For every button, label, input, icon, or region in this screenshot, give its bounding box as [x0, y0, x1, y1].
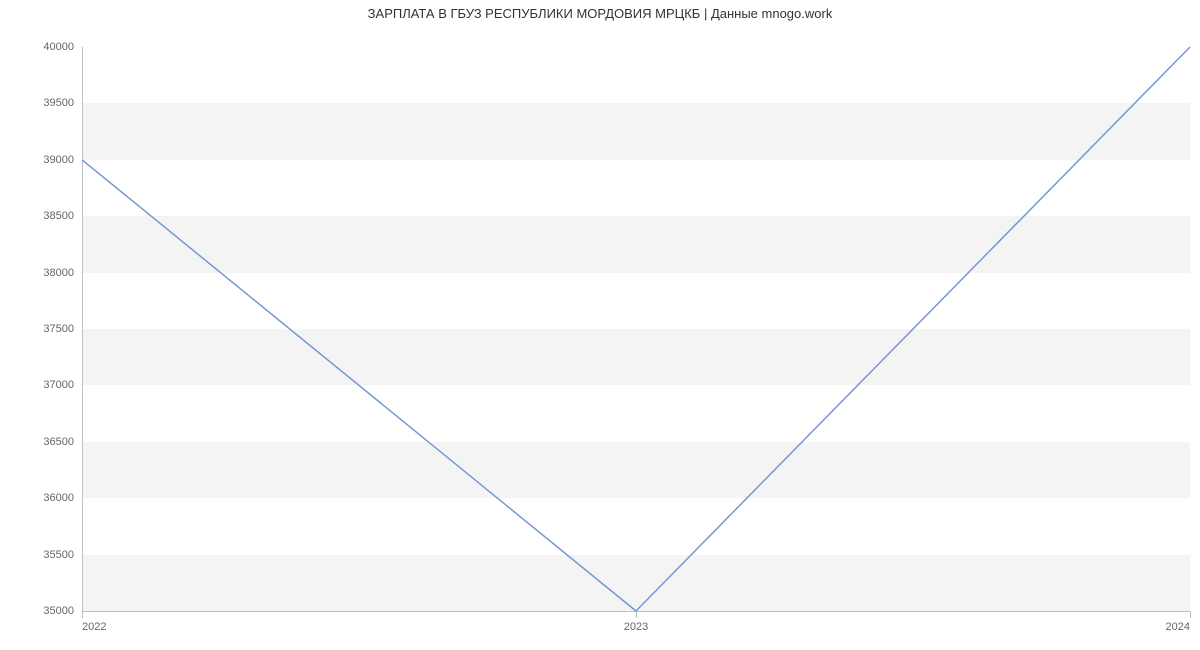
y-tick-label: 39000: [0, 154, 74, 166]
x-tick-label: 2023: [606, 621, 666, 633]
x-tick-mark: [82, 611, 83, 618]
y-tick-label: 35000: [0, 605, 74, 617]
x-tick-label: 2024: [1166, 621, 1190, 633]
y-tick-label: 37000: [0, 379, 74, 391]
x-tick-mark: [1190, 611, 1191, 618]
x-tick-mark: [636, 611, 637, 618]
y-tick-label: 35500: [0, 549, 74, 561]
series-line-salary: [82, 47, 1190, 611]
plot-area: [82, 47, 1190, 611]
chart-container: ЗАРПЛАТА В ГБУЗ РЕСПУБЛИКИ МОРДОВИЯ МРЦК…: [0, 0, 1200, 650]
x-tick-label: 2022: [82, 621, 106, 633]
chart-title: ЗАРПЛАТА В ГБУЗ РЕСПУБЛИКИ МОРДОВИЯ МРЦК…: [0, 6, 1200, 21]
y-tick-label: 36500: [0, 436, 74, 448]
y-tick-label: 38000: [0, 267, 74, 279]
series-layer: [82, 47, 1190, 611]
y-tick-label: 37500: [0, 323, 74, 335]
y-tick-label: 38500: [0, 210, 74, 222]
y-tick-label: 39500: [0, 97, 74, 109]
y-tick-label: 36000: [0, 492, 74, 504]
y-tick-label: 40000: [0, 41, 74, 53]
